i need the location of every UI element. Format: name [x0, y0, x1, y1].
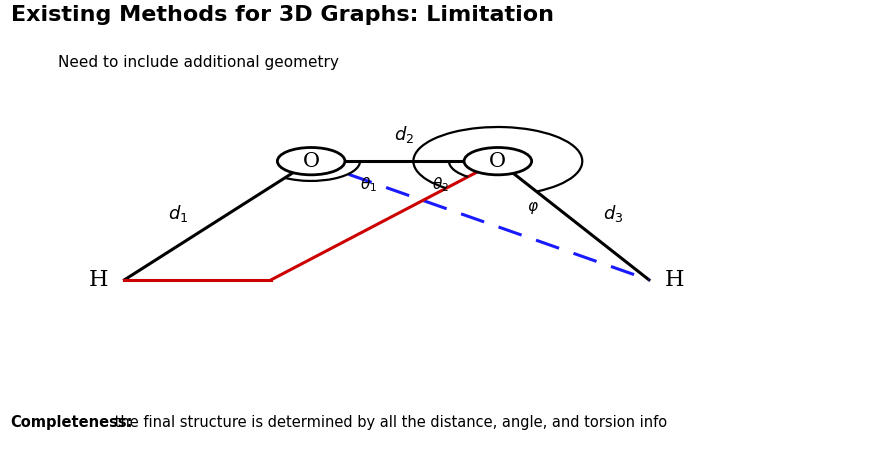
Text: O: O	[302, 152, 320, 171]
Text: $d_3$: $d_3$	[604, 203, 623, 224]
Text: Need to include additional geometry: Need to include additional geometry	[58, 55, 339, 71]
Circle shape	[277, 148, 345, 175]
Text: H: H	[89, 269, 108, 291]
Text: $d_1$: $d_1$	[168, 203, 188, 224]
Text: O: O	[489, 152, 507, 171]
Text: $d_2$: $d_2$	[395, 124, 414, 145]
Text: Completeness:: Completeness:	[11, 415, 133, 430]
Text: H: H	[665, 269, 685, 291]
Text: $\varphi$: $\varphi$	[527, 200, 540, 216]
Text: the final structure is determined by all the distance, angle, and torsion info: the final structure is determined by all…	[110, 415, 668, 430]
Text: $\theta_2$: $\theta_2$	[431, 175, 449, 194]
Circle shape	[464, 148, 532, 175]
Text: Existing Methods for 3D Graphs: Limitation: Existing Methods for 3D Graphs: Limitati…	[11, 5, 554, 24]
Text: $\theta_1$: $\theta_1$	[360, 175, 378, 194]
